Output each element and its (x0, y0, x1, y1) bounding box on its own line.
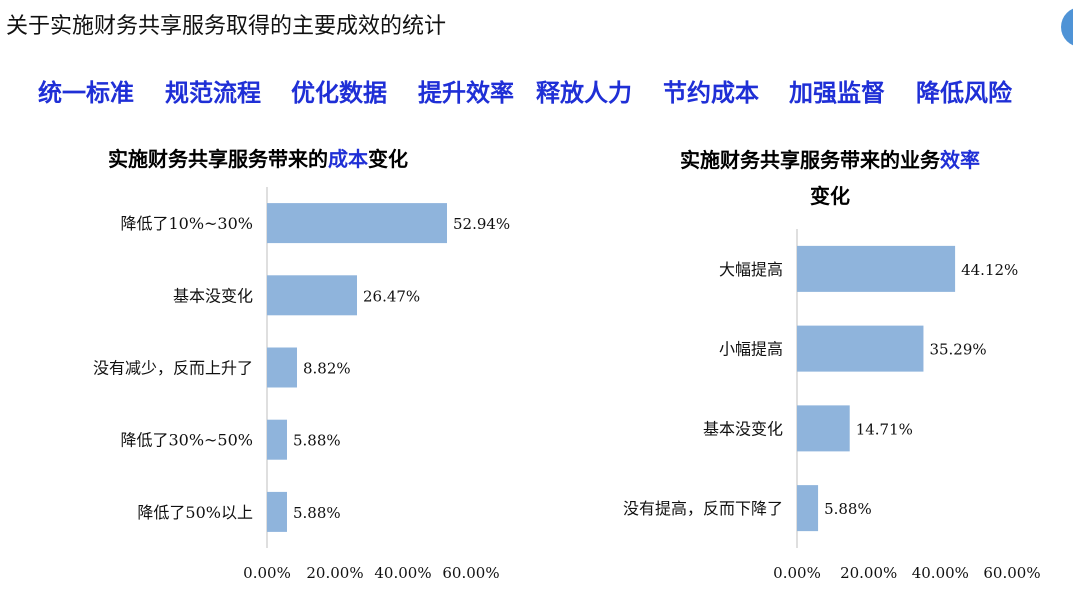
right-bar-chart: 大幅提高 44.12% 小幅提高 35.29% 基本没变化 14.71% 没有提高，反而下降… (623, 229, 1041, 582)
left-chart-title-before: 实施财务共享服务带来的 (108, 147, 328, 171)
data-label: 14.71% (856, 420, 913, 438)
keyword-item: 统一标准 (38, 79, 134, 107)
x-tick-label: 0.00% (773, 564, 821, 582)
data-label: 5.88% (293, 432, 341, 450)
right-chart-title-before: 实施财务共享服务带来的业务 (680, 148, 940, 172)
keyword-item: 释放人力 (536, 79, 632, 107)
bar (797, 245, 956, 292)
data-label: 8.82% (303, 360, 351, 378)
x-tick-label: 0.00% (243, 564, 291, 582)
right-chart-title: 实施财务共享服务带来的业务效率 变化 (650, 140, 1010, 212)
bar (267, 275, 357, 316)
category-label: 降低了50%以上 (137, 503, 253, 522)
left-chart-title: 实施财务共享服务带来的成本变化 (108, 143, 408, 172)
x-tick-label: 20.00% (840, 564, 897, 582)
left-chart-title-highlight: 成本 (328, 147, 368, 171)
category-label: 大幅提高 (719, 260, 783, 279)
bar (267, 491, 287, 532)
category-label: 降低了30%~50% (120, 431, 253, 450)
category-label: 基本没变化 (173, 286, 253, 305)
x-tick-label: 20.00% (306, 564, 363, 582)
x-tick-label: 60.00% (983, 564, 1040, 582)
right-chart-title-highlight: 效率 (940, 148, 980, 172)
bar (797, 485, 819, 532)
data-label: 44.12% (961, 261, 1018, 279)
keyword-item: 加强监督 (789, 79, 885, 107)
category-label: 没有减少，反而上升了 (93, 359, 253, 378)
bar (797, 405, 850, 452)
data-label: 5.88% (293, 504, 341, 522)
page-title: 关于实施财务共享服务取得的主要成效的统计 (6, 14, 447, 39)
data-label: 26.47% (363, 287, 420, 305)
keyword-row: 统一标准 规范流程 优化数据 提升效率 释放人力 节约成本 加强监督 降低风险 (38, 73, 1073, 109)
category-label: 没有提高，反而下降了 (623, 499, 783, 518)
category-label: 基本没变化 (703, 419, 783, 438)
bar (267, 203, 447, 244)
data-label: 35.29% (929, 341, 986, 359)
bar (267, 347, 297, 388)
keyword-item: 降低风险 (916, 79, 1012, 107)
left-bar-chart: 降低了10%~30% 52.94% 基本没变化 26.47% 没有减少，反而上升了 8.8… (93, 187, 510, 582)
keyword-item: 优化数据 (291, 79, 387, 107)
right-chart-title-line2: 变化 (810, 184, 850, 208)
x-tick-label: 60.00% (442, 564, 499, 582)
keyword-item: 规范流程 (165, 79, 261, 107)
x-tick-label: 40.00% (912, 564, 969, 582)
bar (267, 419, 287, 460)
x-tick-label: 40.00% (374, 564, 431, 582)
category-label: 小幅提高 (719, 340, 783, 359)
corner-decoration (1061, 7, 1073, 47)
data-label: 52.94% (453, 215, 510, 233)
left-chart-title-after: 变化 (368, 147, 408, 171)
category-label: 降低了10%~30% (120, 214, 253, 233)
data-label: 5.88% (824, 500, 872, 518)
keyword-item: 提升效率 (418, 79, 514, 107)
bar (797, 325, 924, 372)
keyword-item: 节约成本 (663, 79, 759, 107)
